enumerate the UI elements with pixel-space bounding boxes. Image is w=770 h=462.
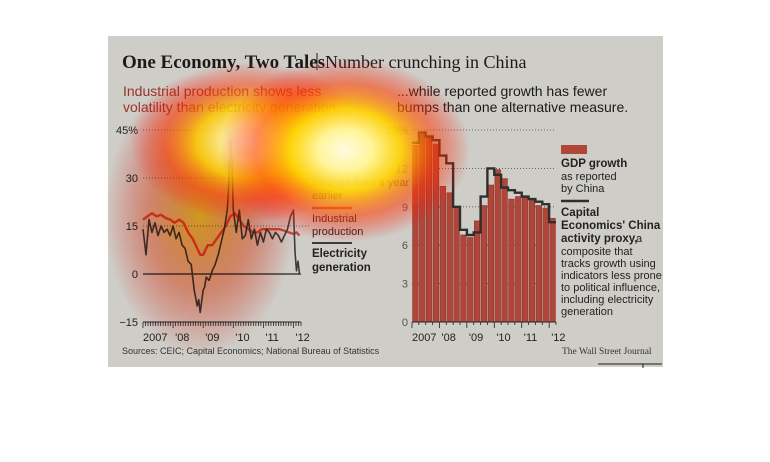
gdp-bar (426, 137, 433, 323)
gdp-bar (439, 186, 446, 323)
right-x-tick-label: '10 (496, 332, 510, 344)
gdp-bar (480, 205, 488, 323)
right-y-tick-label: 12 (396, 163, 408, 175)
left-x-tick-label: '11 (265, 332, 279, 344)
source-note: Sources: CEIC; Capital Economics; Nation… (122, 346, 380, 356)
right-x-tick-label: '09 (469, 332, 483, 344)
right-heading-line-1: ...while reported growth has fewer (397, 83, 607, 99)
gdp-bar (515, 196, 522, 323)
gdp-bar (508, 198, 515, 323)
gdp-bar (522, 197, 529, 323)
legend-label-electricity-1: Electricity (312, 248, 368, 260)
legend-proxy-desc-3: indicators less prone (561, 270, 662, 282)
gdp-bar (460, 234, 467, 323)
gdp-bar (494, 169, 501, 323)
left-x-tick-label: '12 (295, 332, 309, 344)
legend-label-industrial-2: production (312, 226, 363, 238)
left-y-tick-label: 0 (132, 269, 138, 281)
gdp-bar (419, 132, 426, 323)
publisher-credit: The Wall Street Journal (562, 347, 652, 357)
left-x-tick-label: '10 (235, 332, 249, 344)
left-x-tick-label: 2007 (143, 332, 167, 344)
gdp-bar (535, 205, 542, 323)
legend-swatch-gdp (561, 145, 587, 154)
legend-proxy-title-1: Capital (561, 207, 599, 219)
gdp-bar (453, 206, 460, 323)
gdp-bar (528, 200, 536, 323)
right-x-tick-label: '08 (441, 332, 455, 344)
legend-gdp-title: GDP growth (561, 158, 627, 170)
legend-label-industrial-1: Industrial (312, 213, 357, 225)
gdp-bar (501, 178, 508, 323)
chart-title: One Economy, Two Tales (122, 52, 325, 73)
right-x-tick-label: 2007 (412, 332, 436, 344)
legend-label-electricity-2: generation (312, 262, 371, 274)
left-x-tick-label: '08 (175, 332, 189, 344)
left-x-tick-label: '09 (205, 332, 219, 344)
legend-proxy-title-3: activity proxy, (561, 233, 638, 245)
left-heading-line-2: volatility than electricity generation..… (123, 99, 348, 115)
right-y-tick-label: 9 (402, 202, 408, 214)
left-y-tick-label: 15 (126, 221, 138, 233)
left-heading-line-1: Industrial production shows less (123, 83, 321, 99)
gdp-bar (474, 220, 481, 323)
legend-proxy-suffix: a (636, 233, 643, 245)
left-y-tick-label: −15 (119, 317, 138, 329)
gdp-bar (467, 237, 474, 323)
gdp-bar (542, 207, 549, 323)
gdp-bar (487, 184, 494, 323)
gdp-bar (432, 143, 440, 323)
legend-gdp-desc-2: by China (561, 183, 605, 195)
left-y-tick-label: 45% (116, 125, 138, 137)
right-x-tick-label: '12 (551, 332, 565, 344)
right-y-tick-label: 3 (402, 279, 408, 291)
legend-caption-line-1: Change from a year (312, 177, 410, 189)
right-x-tick-label: '11 (524, 332, 538, 344)
legend-proxy-title-2: Economics' China (561, 220, 661, 232)
right-y-tick-label: 15% (386, 125, 408, 137)
legend-proxy-desc-5: including electricity (561, 294, 654, 306)
right-y-tick-label: 6 (402, 240, 408, 252)
legend-proxy-desc-6: generation (561, 306, 613, 318)
gdp-bar (446, 192, 453, 323)
legend-proxy-desc-1: composite that (561, 246, 633, 258)
legend-caption-line-2: earlier (312, 190, 343, 202)
legend-proxy-desc-2: tracks growth using (561, 258, 656, 270)
legend-proxy-desc-4: to political influence, (561, 282, 660, 294)
left-y-tick-label: 30 (126, 173, 138, 185)
right-x-axis: 2007 '08 '09 '10 '11 '12 (411, 321, 566, 344)
chart-subtitle: Number crunching in China (325, 52, 526, 72)
right-heading-line-2: bumps than one alternative measure. (397, 99, 628, 115)
legend-gdp-desc-1: as reported (561, 171, 617, 183)
right-legend: GDP growth as reported by China Capital … (561, 145, 662, 318)
gdp-bar (549, 218, 556, 323)
right-y-tick-label: 0 (402, 317, 408, 329)
gdp-bar (412, 145, 419, 323)
